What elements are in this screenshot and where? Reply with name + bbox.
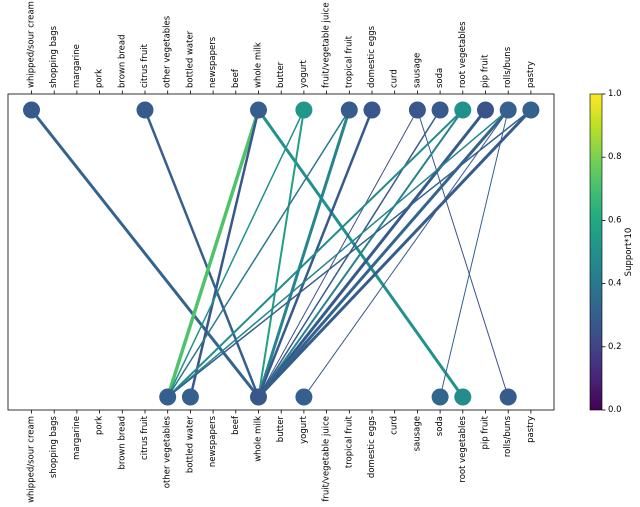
top-tick-label-beef: beef (231, 68, 241, 88)
rule-edge-whipped-sour-cream-to-whole-milk (30, 108, 260, 399)
top-tick-label-tropical-fruit: tropical fruit (344, 35, 354, 88)
top-tick-label-sausage: sausage (412, 53, 422, 88)
bottom-tick-label-soda: soda (435, 416, 445, 436)
bottom-tick-label-beef: beef (231, 415, 241, 435)
top-tick-label-brown-bread: brown bread (117, 35, 127, 88)
top-tick-label-butter: butter (276, 61, 286, 88)
bottom-tick-label-tropical-fruit: tropical fruit (344, 415, 354, 468)
bottom-tick-label-pip-fruit: pip fruit (481, 415, 491, 449)
rule-edge-tropical-fruit-to-whole-milk (257, 108, 351, 399)
bottom-tick-label-curd: curd (390, 416, 400, 435)
rule-edge-pastry-to-whole-milk (257, 108, 533, 399)
antecedent-node-whipped-sour-cream (23, 101, 40, 119)
consequent-node-soda (431, 388, 449, 406)
antecedent-node-soda (431, 101, 449, 119)
rule-edge-pastry-to-other-vegetables (166, 109, 532, 398)
bottom-tick-label-citrus-fruit: citrus fruit (140, 415, 150, 460)
bottom-tick-label-domestic-eggs: domestic eggs (367, 415, 377, 478)
bottom-tick-label-newspapers: newspapers (208, 415, 218, 467)
top-tick-label-whipped-sour-cream: whipped/sour cream (27, 1, 37, 88)
rule-edge-whole-milk-to-bottled-water (189, 108, 260, 399)
rule-edge-rolls-buns-to-soda (439, 109, 509, 398)
top-tick-label-pip-fruit: pip fruit (481, 54, 491, 88)
consequent-node-whole-milk (250, 388, 267, 406)
top-tick-label-domestic-eggs: domestic eggs (367, 25, 377, 88)
bottom-tick-label-bottled-water: bottled water (185, 415, 195, 473)
top-tick-label-citrus-fruit: citrus fruit (140, 43, 150, 88)
colorbar-tick-label: 0.2 (608, 342, 622, 352)
consequent-node-other-vegetables (159, 388, 177, 406)
antecedent-node-pip-fruit (477, 101, 494, 119)
bottom-tick-label-rolls-buns: rolls/buns (503, 415, 513, 457)
rule-edge-citrus-fruit-to-whole-milk (143, 108, 260, 399)
bottom-tick-label-yogurt: yogurt (299, 415, 309, 444)
consequent-node-root-vegetables (454, 388, 472, 406)
antecedent-node-root-vegetables (454, 101, 472, 119)
top-tick-label-pork: pork (95, 69, 105, 88)
rule-edge-rolls-buns-to-other-vegetables (166, 109, 509, 398)
antecedent-node-whole-milk (250, 101, 267, 119)
top-tick-label-shopping-bags: shopping bags (49, 25, 59, 88)
top-tick-label-root-vegetables: root vegetables (458, 21, 468, 88)
bottom-tick-label-shopping-bags: shopping bags (49, 415, 59, 478)
antecedent-node-domestic-eggs (363, 101, 381, 119)
antecedent-node-citrus-fruit (136, 101, 154, 119)
bottom-tick-label-other-vegetables: other vegetables (163, 415, 173, 488)
top-tick-label-fruit-vegetable-juice: fruit/vegetable juice (322, 2, 332, 88)
top-tick-label-margarine: margarine (72, 44, 82, 88)
colorbar: Support*10 0.0 0.2 0.4 0.6 0.8 1.0 (589, 89, 634, 415)
antecedent-node-rolls-buns (499, 101, 517, 119)
bottom-tick-label-whole-milk: whole milk (254, 416, 264, 462)
bottom-tick-label-margarine: margarine (72, 416, 82, 460)
colorbar-gradient (589, 93, 603, 411)
colorbar-tick-label: 0.0 (608, 405, 622, 415)
bottom-tick-label-pastry: pastry (526, 416, 536, 443)
antecedent-node-pastry (522, 101, 540, 119)
consequent-node-rolls-buns (499, 388, 517, 406)
rule-edge-root-vegetables-to-whole-milk (257, 109, 464, 398)
top-tick-label-bottled-water: bottled water (185, 30, 195, 88)
rule-edge-rolls-buns-to-yogurt (303, 109, 509, 398)
bottom-tick-label-fruit-vegetable-juice: fruit/vegetable juice (322, 416, 332, 502)
rule-edge-whole-milk-to-other-vegetables (165, 108, 261, 399)
colorbar-tick-label: 1.0 (608, 89, 622, 99)
bottom-tick-label-root-vegetables: root vegetables (458, 415, 468, 482)
axis-ticks: whipped/sour cream whipped/sour cream shop… (27, 1, 536, 503)
rule-edge-rolls-buns-to-whole-milk (257, 108, 510, 399)
top-tick-label-rolls-buns: rolls/buns (503, 46, 513, 88)
rule-edge-sausage-to-rolls-buns (416, 109, 509, 398)
bottom-tick-label-brown-bread: brown bread (117, 416, 127, 469)
antecedent-node-yogurt (295, 101, 313, 119)
top-tick-label-newspapers: newspapers (208, 36, 218, 88)
colorbar-title: Support*10 (624, 228, 634, 277)
consequent-node-yogurt (295, 388, 313, 406)
consequent-node-bottled-water (181, 388, 199, 406)
antecedent-node-sausage (408, 101, 426, 119)
bottom-tick-label-pork: pork (95, 416, 105, 435)
top-tick-label-pastry: pastry (526, 61, 536, 88)
top-tick-label-yogurt: yogurt (299, 59, 309, 88)
top-tick-label-whole-milk: whole milk (254, 42, 264, 88)
top-tick-label-other-vegetables: other vegetables (163, 15, 173, 88)
rule-edge-yogurt-to-other-vegetables (166, 109, 305, 398)
colorbar-tick-label: 0.8 (608, 152, 622, 162)
colorbar-tick-label: 0.6 (608, 215, 622, 225)
bottom-tick-label-sausage: sausage (412, 416, 422, 451)
rule-edge-pip-fruit-to-whole-milk (257, 108, 487, 399)
item-nodes (23, 101, 540, 406)
top-tick-label-soda: soda (435, 68, 445, 88)
colorbar-tick-label: 0.4 (608, 279, 622, 289)
rule-edge-root-vegetables-to-other-vegetables (166, 109, 464, 398)
rule-edge-tropical-fruit-to-other-vegetables (166, 109, 351, 398)
rule-edge-yogurt-to-whole-milk (257, 109, 305, 398)
rule-edges (30, 108, 533, 399)
antecedent-node-tropical-fruit (340, 101, 358, 119)
bottom-tick-label-whipped-sour-cream: whipped/sour cream (27, 416, 37, 503)
top-tick-label-curd: curd (390, 69, 400, 88)
bottom-tick-label-butter: butter (276, 416, 286, 443)
